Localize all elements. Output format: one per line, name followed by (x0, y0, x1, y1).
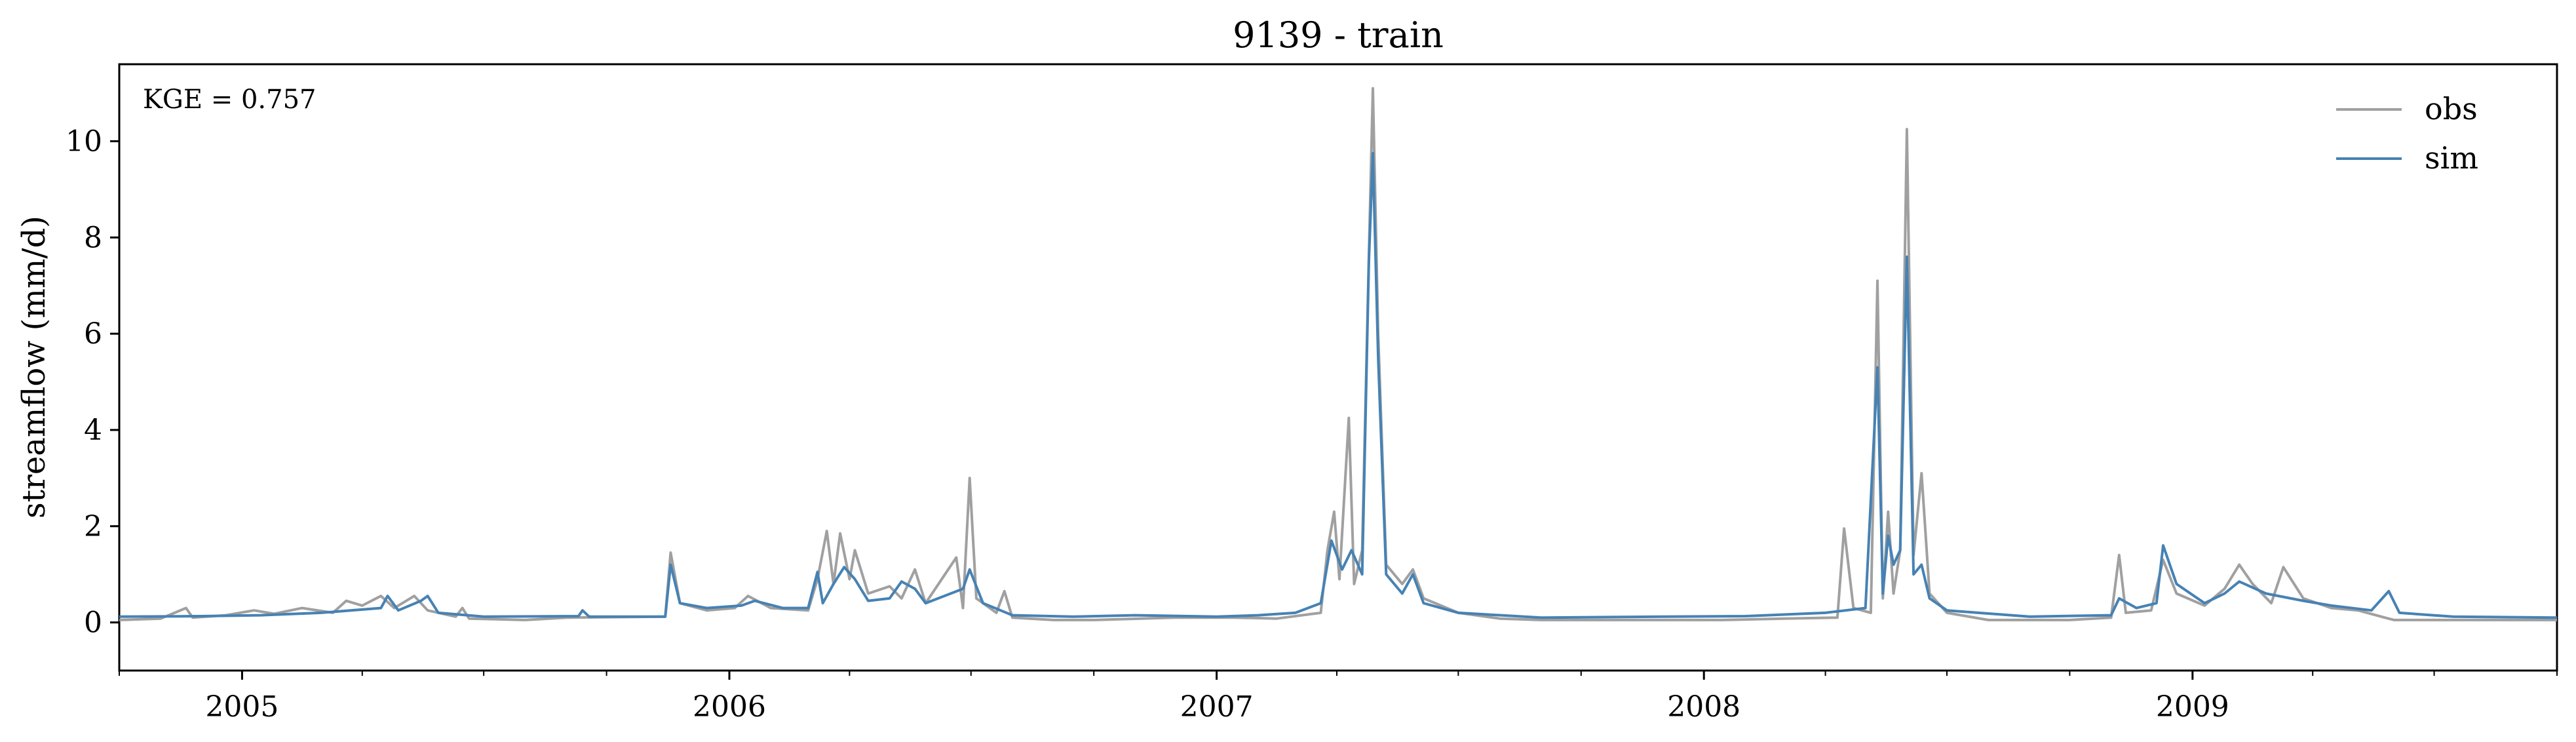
y-tick-label-6: 6 (84, 317, 102, 351)
series-layer (119, 87, 2558, 621)
series-line-sim (119, 151, 2558, 619)
y-tick-label-10: 10 (66, 125, 102, 158)
plot-frame (118, 63, 2558, 672)
y-tick-label-4: 4 (84, 414, 102, 447)
x-tick-label-2007: 2007 (1180, 690, 1254, 724)
series-line-obs (119, 87, 2557, 621)
legend-label-sim: sim (2425, 140, 2478, 176)
y-tick-label-2: 2 (84, 510, 102, 543)
chart-title: 9139 - train (1233, 14, 1444, 56)
y-tick-label-0: 0 (84, 606, 102, 640)
legend: obs sim (2336, 91, 2478, 176)
x-tick-label-2005: 2005 (205, 690, 279, 724)
y-axis: 0 2 4 6 8 10 (66, 125, 119, 640)
x-tick-label-2009: 2009 (2156, 690, 2229, 724)
plot-area: 2005 2006 2007 2008 2009 0 2 4 6 8 10 (66, 63, 2558, 724)
x-tick-label-2006: 2006 (693, 690, 766, 724)
x-axis: 2005 2006 2007 2008 2009 (119, 671, 2558, 724)
legend-label-obs: obs (2425, 91, 2478, 127)
x-tick-label-2008: 2008 (1667, 690, 1740, 724)
y-tick-label-8: 8 (84, 221, 102, 254)
kge-annotation: KGE = 0.757 (143, 85, 317, 115)
y-axis-label: streamflow (mm/d) (16, 216, 52, 518)
